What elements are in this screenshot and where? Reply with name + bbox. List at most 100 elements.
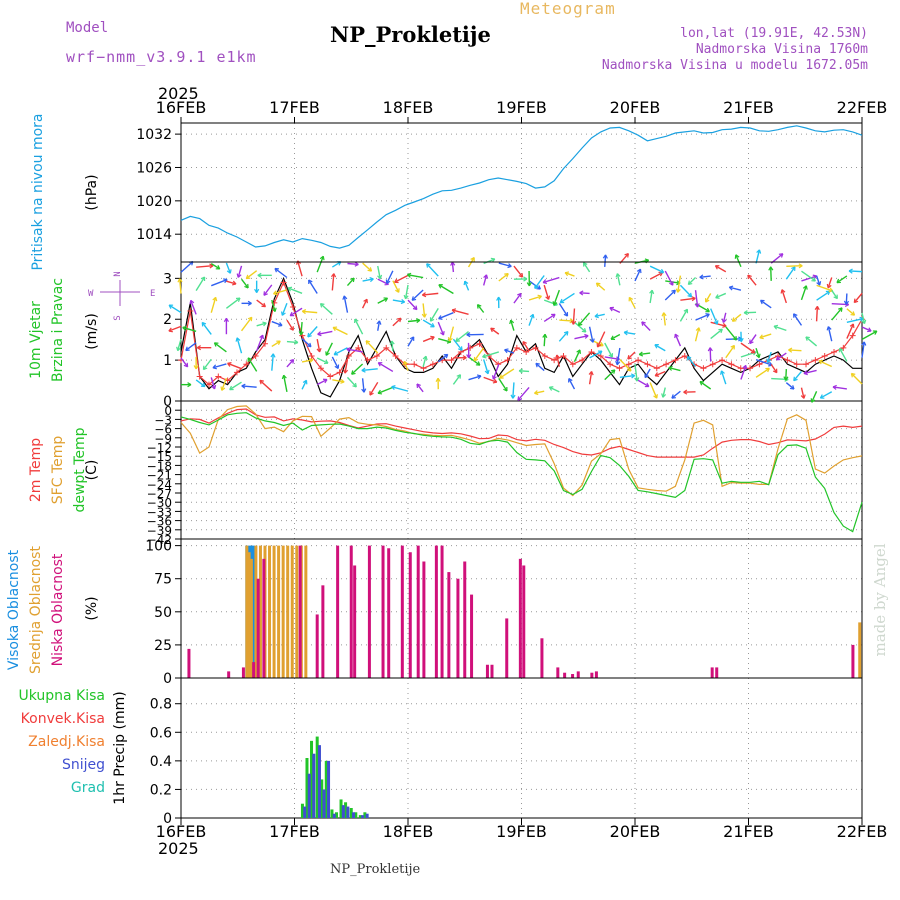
wind-marker — [747, 365, 754, 372]
wind-marker — [243, 361, 250, 368]
wind-vector — [596, 331, 606, 348]
wind-vector-head — [503, 386, 508, 392]
wind-marker — [607, 361, 614, 368]
wind-vector-head — [376, 320, 382, 325]
wind-marker — [737, 365, 744, 372]
bar-cloud — [851, 644, 855, 678]
y-tick-label: 1014 — [136, 227, 172, 243]
wind-vector-head — [201, 321, 207, 327]
wind-vector — [361, 368, 378, 372]
wind-vector — [679, 308, 689, 322]
wind-vector — [649, 271, 663, 280]
wind-vector-head — [783, 376, 789, 381]
wind-vector-head — [259, 334, 265, 340]
wind-vector — [715, 265, 727, 273]
wind-vector-head — [686, 355, 692, 361]
wind-vector-head — [559, 298, 565, 304]
wind-vector-head — [422, 355, 428, 361]
wind-vector — [307, 326, 318, 338]
y-tick-label: 50 — [154, 605, 172, 621]
wind-vector-head — [507, 263, 512, 269]
wind-vector-head — [450, 261, 456, 266]
wind-vector — [558, 331, 569, 342]
wind-vector — [662, 387, 666, 398]
station-lonlat: lon,lat (19.91E, 42.53N) — [680, 26, 868, 41]
wind-vector-head — [529, 313, 535, 319]
station-title: NP_Prokletije — [330, 22, 491, 47]
wind-vector-head — [714, 265, 720, 270]
wind-vector-head — [772, 368, 778, 374]
wind-vector-head — [564, 271, 570, 277]
bar-cloud — [245, 545, 249, 678]
wind-marker — [551, 357, 558, 364]
wind-vector-head — [429, 317, 435, 322]
wind-vector-head — [707, 347, 713, 352]
wind-vector-head — [588, 371, 594, 376]
wind-vector-head — [430, 322, 435, 328]
top-date-tick: 22FEB — [837, 98, 888, 117]
wind-vector-head — [826, 326, 832, 331]
wind-vector — [519, 370, 530, 373]
wind-vector — [369, 381, 379, 396]
bar-precip — [365, 813, 369, 818]
wind-vector — [818, 360, 833, 368]
wind-vector-head — [323, 359, 329, 365]
wind-vector — [848, 270, 863, 273]
wind-vector-head — [848, 268, 853, 274]
wind-vector — [256, 299, 266, 308]
wind-vector — [226, 280, 237, 285]
wind-vector — [377, 362, 394, 373]
wind-vector — [452, 374, 462, 385]
wind-vector-head — [212, 296, 218, 302]
wind-vector-head — [416, 318, 421, 324]
wind-vector-head — [602, 254, 608, 259]
wind-vector — [588, 326, 594, 343]
wind-vector — [747, 274, 757, 286]
compass-legend: N W E S — [88, 271, 155, 320]
wind-vector — [407, 274, 424, 279]
wind-vector — [609, 307, 621, 314]
wind-vector — [256, 322, 267, 327]
bar-precip — [307, 773, 311, 818]
wind-vector — [354, 318, 364, 335]
wind-vector — [229, 381, 242, 391]
bar-cloud — [470, 594, 474, 678]
wind-marker — [560, 353, 567, 360]
compass-e: E — [150, 289, 155, 299]
label-temp-0: 2m Temp — [28, 438, 44, 502]
wind-vector-head — [594, 313, 599, 319]
panel-frame — [180, 677, 863, 819]
wind-vector — [273, 289, 288, 295]
wind-vector-head — [653, 394, 658, 399]
wind-vector-head — [281, 374, 287, 380]
wind-vector — [725, 345, 735, 359]
wind-vector — [301, 379, 308, 390]
bar-precip — [324, 760, 328, 818]
y-tick-label: −6 — [154, 423, 172, 437]
wind-vector-head — [369, 277, 374, 283]
wind-vector-head — [317, 331, 322, 337]
wind-vector — [639, 352, 651, 356]
bar-cloud — [262, 558, 266, 678]
wind-vector-head — [385, 279, 391, 284]
wind-vector — [483, 376, 498, 383]
wind-vector — [740, 365, 747, 380]
wind-vector-head — [626, 366, 632, 372]
wind-vector-head — [294, 339, 299, 345]
wind-vector-head — [695, 327, 701, 332]
wind-vector — [286, 319, 294, 331]
wind-vector — [861, 330, 878, 341]
label-cloud-2: Niska Oblacnost — [50, 553, 66, 666]
wind-vector — [760, 299, 772, 309]
wind-vector — [286, 340, 298, 344]
wind-vector-head — [793, 313, 798, 318]
bar-precip — [330, 809, 334, 818]
wind-vector-head — [476, 374, 482, 380]
wind-marker — [383, 344, 390, 351]
wind-vector-head — [768, 266, 774, 271]
bar-cloud — [268, 545, 272, 678]
wind-vector — [793, 371, 803, 382]
wind-vector — [553, 289, 560, 306]
wind-vector — [694, 290, 699, 308]
product-title: Meteogram — [520, 0, 616, 18]
